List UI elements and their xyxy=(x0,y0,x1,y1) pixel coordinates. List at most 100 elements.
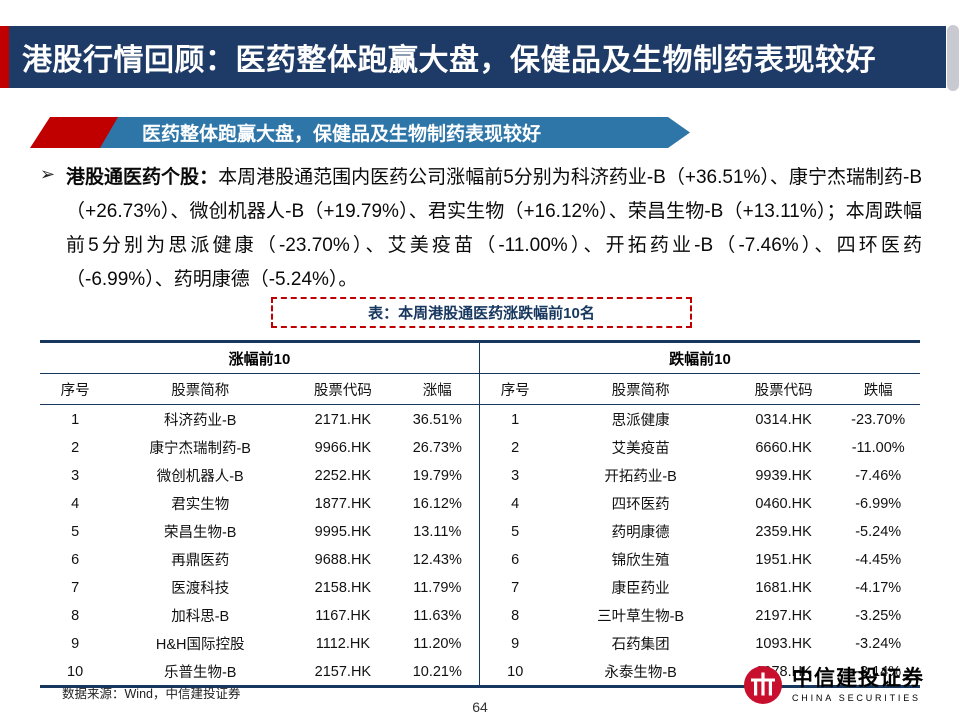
table-cell: 康宁杰瑞制药-B xyxy=(149,441,251,457)
losers-group-header-row: 跌幅前10 xyxy=(480,343,920,374)
table-cell: -23.70% xyxy=(851,411,906,428)
table-cell: 2 xyxy=(511,439,520,456)
table-cell: 4 xyxy=(511,495,520,512)
table-row: 5 荣昌生物-B 9995.HK 13.11% xyxy=(40,517,479,545)
table-cell: 10.21% xyxy=(412,663,462,680)
table-cell: 9939.HK xyxy=(755,467,812,484)
table-row: 2 康宁杰瑞制药-B 9966.HK 26.73% xyxy=(40,433,479,461)
column-header-change: 跌幅 xyxy=(836,373,920,405)
losers-column-header-row: 序号 股票简称 股票代码 跌幅 xyxy=(480,373,920,405)
table-row: 1 科济药业-B 2171.HK 36.51% xyxy=(40,405,479,434)
table-cell: 12.43% xyxy=(412,551,462,568)
table-cell: 康臣药业 xyxy=(611,581,670,597)
table-cell: 医渡科技 xyxy=(171,581,230,597)
table-row: 6 再鼎医药 9688.HK 12.43% xyxy=(40,545,479,573)
stocks-table: 涨幅前10 序号 股票简称 股票代码 涨幅 1 科济药业-B 2171.HK 36.5… xyxy=(40,340,920,688)
table-cell: 锦欣生殖 xyxy=(611,553,670,569)
table-cell: 1112.HK xyxy=(315,635,371,652)
scrollbar-thumb[interactable] xyxy=(947,25,959,91)
bullet-arrow-icon: ➢ xyxy=(40,164,56,184)
table-cell: -7.46% xyxy=(855,467,902,484)
table-cell: 9688.HK xyxy=(314,551,372,568)
table-cell: 8 xyxy=(511,607,520,624)
table-cell: 1 xyxy=(71,411,80,428)
ribbon-banner: 医药整体跑赢大盘，保健品及生物制药表现较好 xyxy=(100,117,690,148)
table-cell: -11.00% xyxy=(851,439,905,456)
logo-cn-text: 中信建投证券 xyxy=(792,667,924,691)
table-cell: 药明康德 xyxy=(611,525,670,541)
table-row: 4 四环医药 0460.HK -6.99% xyxy=(480,489,920,517)
table-cell: 2197.HK xyxy=(755,607,812,624)
ribbon-label: 医药整体跑赢大盘，保健品及生物制药表现较好 xyxy=(142,124,542,145)
red-accent-bar xyxy=(0,26,9,88)
table-cell: 1093.HK xyxy=(755,635,812,652)
citic-logo-icon xyxy=(744,666,782,704)
table-cell: 微创机器人-B xyxy=(156,469,244,485)
table-cell: 1681.HK xyxy=(755,579,812,596)
table-cell: 0314.HK xyxy=(755,411,812,428)
column-header-name: 股票简称 xyxy=(110,373,291,405)
table-cell: 13.11% xyxy=(413,523,462,540)
losers-table: 跌幅前10 序号 股票简称 股票代码 跌幅 1 思派健康 0314.HK -23.70… xyxy=(480,343,920,685)
table-cell: 6 xyxy=(71,551,80,568)
table-cell: 4 xyxy=(71,495,80,512)
table-cell: 5 xyxy=(511,523,520,540)
table-row: 5 药明康德 2359.HK -5.24% xyxy=(480,517,920,545)
table-cell: 26.73% xyxy=(412,439,462,456)
table-cell: 7 xyxy=(511,579,520,596)
table-row: 8 加科思-B 1167.HK 11.63% xyxy=(40,601,479,629)
column-header-code: 股票代码 xyxy=(730,373,837,405)
gainers-group-header: 涨幅前10 xyxy=(40,343,479,374)
summary-paragraph: ➢ 港股通医药个股：本周港股通范围内医药公司涨幅前5分别为科济药业-B（+36.… xyxy=(40,161,922,297)
table-cell: 3 xyxy=(511,467,520,484)
gainers-column-header-row: 序号 股票简称 股票代码 涨幅 xyxy=(40,373,479,405)
table-cell: 6660.HK xyxy=(755,439,812,456)
table-cell: 君实生物 xyxy=(171,497,230,513)
table-cell: 科济药业-B xyxy=(163,413,237,429)
paragraph-lead: 港股通医药个股： xyxy=(66,167,219,188)
table-cell: 开拓药业-B xyxy=(604,469,677,485)
table-cell: 9 xyxy=(511,635,520,652)
table-cell: 10 xyxy=(507,663,524,680)
table-cell: -6.99% xyxy=(855,495,902,512)
table-cell: 1167.HK xyxy=(315,607,371,624)
table-cell: 9995.HK xyxy=(314,523,372,540)
table-row: 3 微创机器人-B 2252.HK 19.79% xyxy=(40,461,479,489)
table-cell: 36.51% xyxy=(412,411,462,428)
table-caption: 表：本周港股通医药涨跌幅前10名 xyxy=(271,297,692,328)
table-cell: 2157.HK xyxy=(314,663,372,680)
table-row: 9 H&H国际控股 1112.HK 11.20% xyxy=(40,629,479,657)
table-cell: 9 xyxy=(71,635,80,652)
table-row: 2 艾美疫苗 6660.HK -11.00% xyxy=(480,433,920,461)
table-cell: 2158.HK xyxy=(314,579,372,596)
table-cell: 11.20% xyxy=(413,635,462,652)
table-cell: 8 xyxy=(71,607,80,624)
table-cell: 11.79% xyxy=(413,579,462,596)
table-cell: 三叶草生物-B xyxy=(597,609,685,625)
table-row: 7 医渡科技 2158.HK 11.79% xyxy=(40,573,479,601)
table-cell: 2359.HK xyxy=(755,523,812,540)
table-cell: 6 xyxy=(511,551,520,568)
table-cell: 19.79% xyxy=(412,467,462,484)
table-row: 7 康臣药业 1681.HK -4.17% xyxy=(480,573,920,601)
table-row: 10 乐普生物-B 2157.HK 10.21% xyxy=(40,657,479,685)
table-cell: 11.63% xyxy=(413,607,462,624)
page-title-banner: 港股行情回顾：医药整体跑赢大盘，保健品及生物制药表现较好 xyxy=(0,26,946,88)
table-cell: 2171.HK xyxy=(314,411,372,428)
column-header-rank: 序号 xyxy=(480,373,551,405)
citic-logo: 中信建投证券 CHINA SECURITIES xyxy=(743,665,924,705)
table-cell: 1951.HK xyxy=(755,551,812,568)
table-cell: -3.25% xyxy=(855,607,902,624)
table-cell: 3 xyxy=(71,467,80,484)
table-cell: 永泰生物-B xyxy=(604,665,677,681)
table-cell: -4.17% xyxy=(855,579,902,596)
gainers-table: 涨幅前10 序号 股票简称 股票代码 涨幅 1 科济药业-B 2171.HK 36.5… xyxy=(40,343,480,685)
scrollbar-track[interactable] xyxy=(946,0,960,720)
column-header-code: 股票代码 xyxy=(290,373,396,405)
table-cell: 9966.HK xyxy=(314,439,372,456)
table-cell: 荣昌生物-B xyxy=(163,525,237,541)
column-header-rank: 序号 xyxy=(40,373,111,405)
table-cell: -4.45% xyxy=(855,551,902,568)
table-cell: 艾美疫苗 xyxy=(611,441,670,457)
table-cell: 5 xyxy=(71,523,80,540)
